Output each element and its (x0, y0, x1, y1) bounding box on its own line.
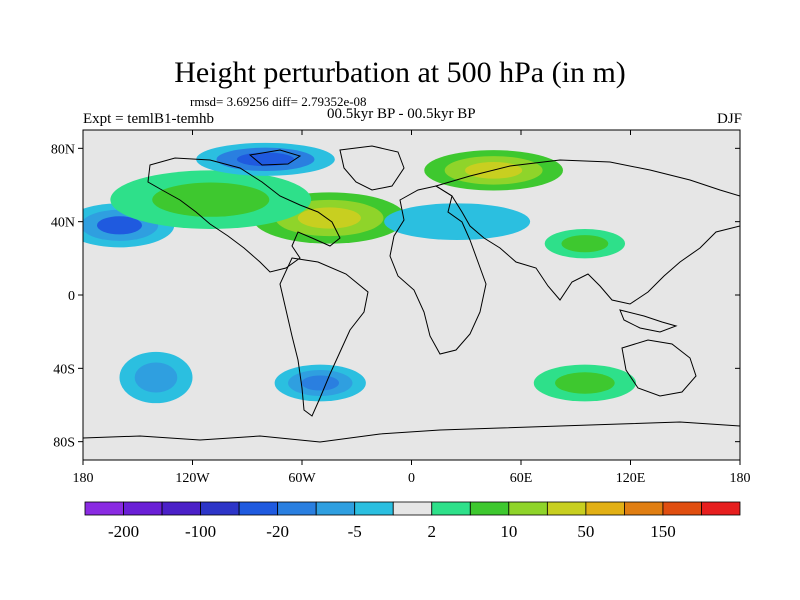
colorbar-label: 2 (428, 522, 437, 541)
anomaly-contour-level (297, 207, 361, 229)
lat-axis: 80N 40N 0 40S 80S (51, 142, 740, 451)
lat-tick-label: 40N (51, 216, 75, 231)
stats-line: rmsd= 3.69256 diff= 2.79352e-08 (190, 94, 367, 109)
anomaly-arctic-canada-negative (196, 142, 335, 176)
colorbar-swatch (123, 501, 163, 516)
colorbar-swatch (701, 501, 741, 516)
experiment-label: Expt = temlB1-temhb (83, 111, 214, 127)
anomaly-contour-level (152, 182, 270, 217)
colorbar-swatch (624, 501, 664, 516)
colorbar-swatch (84, 501, 124, 516)
lon-tick-label: 120W (175, 471, 210, 486)
map-title: Height perturbation at 500 hPa (in m) (174, 56, 626, 89)
colorbar-swatch (585, 501, 625, 516)
anomaly-contour-level (134, 362, 178, 393)
lon-tick-label: 60W (288, 471, 316, 486)
colorbar-label: 10 (500, 522, 517, 541)
anomaly-contour-level (384, 203, 531, 241)
lon-tick-label: 180 (730, 471, 751, 486)
lat-tick-label: 40S (53, 362, 75, 377)
colorbar-swatch (662, 501, 702, 516)
colorbar-swatch (161, 501, 201, 516)
anomaly-s-atlantic-negative (274, 364, 366, 402)
colorbar-swatch (392, 501, 433, 516)
anomaly-contour-level (555, 372, 615, 394)
colorbar-swatch (354, 501, 394, 516)
colorbar-label: 50 (577, 522, 594, 541)
anomaly-contour-level (561, 235, 609, 253)
colorbar-label: -100 (185, 522, 216, 541)
anomaly-n-america-ridge (110, 170, 312, 230)
colorbar-swatch (546, 501, 587, 516)
lon-tick-label: 0 (408, 471, 415, 486)
period-label: 00.5kyr BP - 00.5kyr BP (327, 106, 476, 122)
colorbar-label: 150 (650, 522, 676, 541)
coastlines (83, 145, 740, 443)
anomaly-asia-positive (544, 229, 626, 259)
lat-tick-label: 80N (51, 142, 75, 157)
colorbar-swatch (200, 501, 240, 516)
colorbar-swatch (277, 501, 317, 516)
colorbar: -200 -100 -20 -5 2 10 50 150 (84, 501, 741, 541)
colorbar-swatch (469, 501, 510, 516)
lon-tick-label: 60E (510, 471, 533, 486)
colorbar-label: -200 (108, 522, 139, 541)
anomaly-contour-level (96, 216, 143, 235)
colorbar-label: -20 (266, 522, 289, 541)
lon-tick-label: 120E (616, 471, 646, 486)
lat-tick-label: 0 (68, 289, 75, 304)
anomaly-layer (83, 142, 636, 404)
anomaly-s-pacific-negative (119, 351, 193, 404)
anomaly-east-europe-negative (384, 203, 531, 241)
anomaly-contour-level (301, 375, 340, 391)
lat-tick-label: 80S (53, 436, 75, 451)
colorbar-swatch (238, 501, 279, 516)
colorbar-swatch (315, 501, 356, 516)
season-label: DJF (716, 111, 742, 127)
lon-tick-label: 180 (73, 471, 94, 486)
colorbar-label: -5 (348, 522, 362, 541)
lon-axis: 180 120W 60W 0 60E 120E 180 (73, 130, 751, 486)
colorbar-swatch (431, 501, 471, 516)
colorbar-swatch (508, 501, 548, 516)
anomaly-indian-positive (533, 364, 636, 402)
